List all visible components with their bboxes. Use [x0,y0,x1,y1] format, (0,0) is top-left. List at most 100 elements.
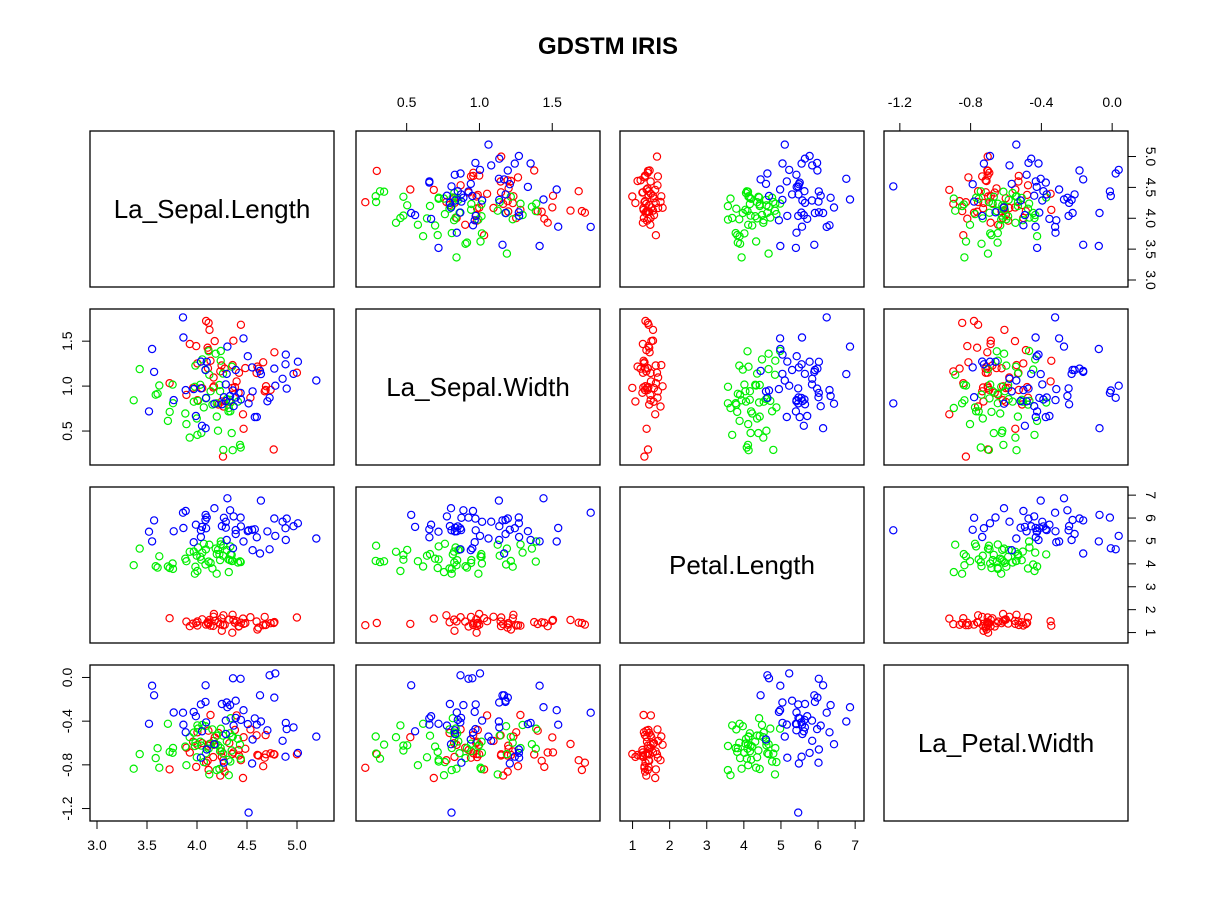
data-point [426,214,436,224]
data-point [997,569,1006,578]
data-point [494,174,504,183]
data-point [983,166,992,175]
data-point [1011,424,1020,433]
data-point [474,741,483,751]
data-point [434,193,443,202]
data-point [778,718,787,728]
data-point [737,396,746,405]
data-point [182,761,191,770]
data-point [197,727,207,736]
data-point [196,380,205,389]
data-point [222,698,231,707]
data-point [642,424,651,433]
data-point [204,765,213,775]
data-point [468,544,477,553]
data-point [147,344,157,354]
data-point [1028,365,1038,374]
data-point [425,533,434,542]
data-point [499,691,509,700]
data-point [1011,362,1021,371]
data-point [451,543,460,552]
data-point [526,159,535,168]
data-point [449,615,459,624]
data-point [484,140,493,149]
data-point [640,452,649,461]
data-point [723,382,733,391]
data-point [361,197,370,207]
data-point [201,749,211,758]
data-point [981,188,991,197]
data-point [726,194,735,203]
data-point [482,189,492,198]
data-point [732,725,741,734]
data-point [1031,412,1041,422]
data-point [445,699,455,709]
data-point [403,201,412,210]
tick-label: 7 [1143,491,1159,499]
data-point [949,403,959,413]
data-point [1068,515,1077,525]
data-point [794,384,803,393]
data-point [818,424,828,433]
data-point [778,159,787,168]
data-point [396,213,405,223]
data-point [513,173,523,182]
data-point [219,513,229,523]
data-point [653,172,663,181]
data-point [189,538,198,547]
data-point [399,555,408,564]
data-point [169,395,178,405]
data-point [785,165,794,175]
data-point [447,182,456,191]
data-point [795,412,804,422]
data-point [989,428,999,438]
data-point [508,215,517,224]
data-point [236,320,246,329]
data-point [503,620,512,630]
data-point [643,445,653,454]
data-point [205,325,214,335]
data-point [271,669,280,678]
data-point [396,566,405,576]
data-point [1016,196,1025,205]
data-point [774,707,784,717]
data-point [418,719,428,729]
data-point [228,544,238,553]
data-point [535,681,544,690]
data-point [1114,531,1123,541]
data-point [193,396,203,406]
data-point [845,195,855,204]
data-point [639,356,648,365]
data-point [807,196,817,205]
diag-label: La_Petal.Width [918,728,1094,758]
data-point [218,551,228,560]
data-point [471,158,480,168]
data-point [762,201,771,210]
data-point [149,691,159,700]
data-point [1019,221,1028,230]
data-point [580,758,590,767]
data-point [477,517,487,527]
data-point [203,756,212,766]
data-point [464,513,473,522]
data-point [1059,494,1069,503]
data-point [165,563,174,573]
data-point [951,206,960,215]
data-point [982,176,991,186]
data-point [985,545,994,554]
data-point [497,750,506,759]
data-point [829,740,839,749]
data-point [418,562,428,571]
data-point [206,387,215,396]
data-point [196,532,206,542]
data-point [1038,517,1047,527]
data-point [153,744,162,753]
data-point [501,515,510,525]
data-point [261,730,270,740]
data-point [1111,169,1120,178]
data-point [1025,213,1034,222]
data-point [196,552,205,562]
data-point [1029,191,1039,200]
data-point [452,561,461,570]
data-point [1002,361,1011,370]
